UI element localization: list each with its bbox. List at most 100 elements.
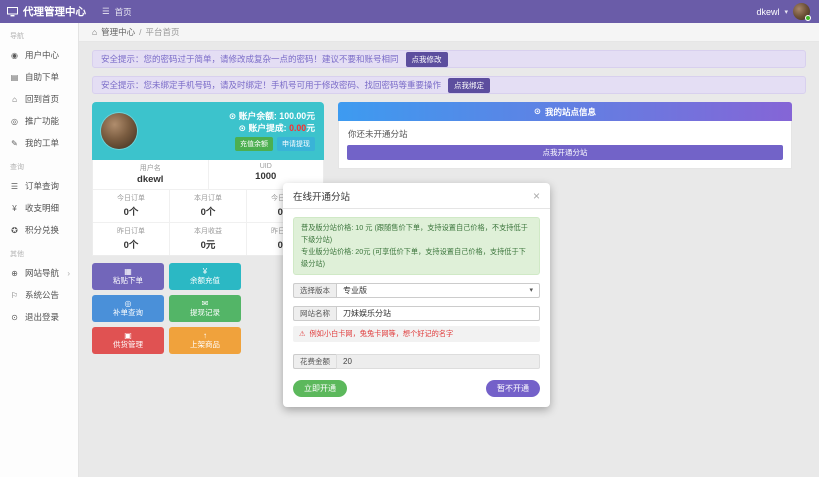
- site-name-hint: ⚠ 例如小白卡网，兔兔卡网等，想个好记的名字: [293, 325, 540, 342]
- sidebar-section-other: 其他: [10, 251, 24, 258]
- box-icon: ▣: [124, 331, 132, 341]
- alert-text: 安全提示：您未绑定手机号码，请及时绑定！手机号可用于修改密码、找回密码等重要操作: [101, 80, 442, 90]
- commission-line: ⊙ 账户提成: 0.00元: [229, 123, 315, 135]
- alert-text: 安全提示：您的密码过于简单，请修改成复杂一点的密码！建议不要和账号相同: [101, 54, 399, 64]
- cart-icon: ▤: [10, 72, 19, 82]
- sidebar-item-promotion[interactable]: ◎ 推广功能: [0, 110, 78, 132]
- tile-withdraw-record[interactable]: ✉ 提现记录: [169, 295, 241, 322]
- top-header: 代理管理中心 ☰ 首页 dkewl ▾: [0, 0, 819, 23]
- stats-row-identity: 用户名 dkewl UID 1000: [93, 160, 323, 190]
- security-alert-password: 安全提示：您的密码过于简单，请修改成复杂一点的密码！建议不要和账号相同 点我修改: [92, 50, 806, 68]
- sidebar-item-label: 推广功能: [25, 116, 60, 126]
- stat-today-orders: 今日订单 0个: [93, 190, 170, 222]
- site-name-field: 网站名称 刀妹娱乐分站: [293, 305, 540, 321]
- site-info-panel: ⊙ 我的站点信息 你还未开通分站 点我开通分站: [338, 102, 792, 169]
- change-password-button[interactable]: 点我修改: [405, 51, 448, 67]
- sidebar-item-back-home[interactable]: ⌂ 回到首页: [0, 88, 78, 110]
- amount-label: 花费金额: [293, 353, 336, 369]
- balance-value: 100.00元: [279, 110, 315, 121]
- monitor-icon: [7, 6, 18, 16]
- close-icon[interactable]: ×: [532, 189, 540, 203]
- stat-value: 0个: [123, 240, 139, 251]
- sidebar-item-self-order[interactable]: ▤ 自助下单: [0, 66, 78, 88]
- price-notice-line2: 专业版分站价格: 20元 (可享低价下单，支持设置自己价格，支持低于下级分站): [301, 246, 526, 268]
- stat-label: UID: [259, 163, 272, 170]
- sidebar-item-announcements[interactable]: ⚐ 系统公告: [0, 284, 78, 306]
- sidebar-item-label: 订单查询: [25, 181, 60, 191]
- user-icon: ◉: [11, 50, 18, 60]
- target-icon: ◎: [11, 116, 18, 126]
- tile-recharge[interactable]: ¥ 余额充值: [169, 263, 241, 290]
- sidebar-item-logout[interactable]: ⊙ 退出登录: [0, 306, 78, 328]
- stat-value: 0个: [200, 207, 216, 218]
- sidebar-section-query: 查询: [10, 164, 24, 171]
- amount-value: 20: [343, 356, 352, 366]
- stat-value: 0元: [200, 240, 216, 251]
- modal-title: 在线开通分站: [293, 192, 351, 203]
- tile-order-check[interactable]: ◎ 补单查询: [92, 295, 164, 322]
- page-content: 安全提示：您的密码过于简单，请修改成复杂一点的密码！建议不要和账号相同 点我修改…: [79, 42, 819, 477]
- tile-supply-manage[interactable]: ▣ 供货管理: [92, 327, 164, 354]
- stat-yesterday-orders: 昨日订单 0个: [93, 223, 170, 255]
- amount-field: 花费金额 20: [293, 353, 540, 369]
- amount-value-field: 20: [336, 353, 540, 369]
- commission-label: 账户提成:: [248, 122, 287, 133]
- envelope-icon: ✉: [201, 299, 209, 309]
- commission-unit: 元: [306, 122, 315, 133]
- sidebar-item-site-nav[interactable]: ⊕ 网站导航 ›: [0, 262, 78, 284]
- sidebar-item-finance-detail[interactable]: ¥ 收支明细: [0, 197, 78, 219]
- open-branch-button[interactable]: 点我开通分站: [347, 145, 783, 160]
- sidebar-item-label: 退出登录: [25, 312, 60, 322]
- sidebar-item-label: 自助下单: [25, 72, 60, 82]
- bind-phone-button[interactable]: 点我绑定: [448, 77, 491, 93]
- sidebar: 导航 ◉ 用户中心 ▤ 自助下单 ⌂ 回到首页 ◎ 推广功能 ✎ 我的工单 查询…: [0, 23, 79, 477]
- app-logo: 代理管理中心: [0, 4, 86, 19]
- price-notice: 普及版分站价格: 10 元 (跟随售价下单，支持设置自己价格，不支持低于下级分站…: [293, 217, 540, 275]
- sidebar-item-tickets[interactable]: ✎ 我的工单: [0, 132, 78, 154]
- globe-icon: ⊙: [533, 106, 542, 116]
- sidebar-item-points[interactable]: ✪ 积分兑换: [0, 219, 78, 241]
- user-menu[interactable]: dkewl ▾: [756, 3, 819, 21]
- tile-list-product[interactable]: ↑ 上架商品: [169, 327, 241, 354]
- sidebar-item-user-center[interactable]: ◉ 用户中心: [0, 44, 78, 66]
- stat-label: 本月收益: [194, 228, 222, 235]
- sidebar-toggle[interactable]: ☰ 首页: [102, 6, 132, 18]
- site-name-label: 网站名称: [293, 305, 336, 321]
- pencil-icon: ✎: [11, 138, 18, 148]
- tile-paste-order[interactable]: ▦ 粘贴下单: [92, 263, 164, 290]
- chevron-down-icon: ▾: [784, 8, 788, 16]
- version-label: 选择版本: [293, 282, 336, 298]
- version-select[interactable]: 专业版 ▾: [336, 282, 540, 298]
- stat-label: 用户名: [139, 165, 161, 172]
- stat-uid: UID 1000: [209, 160, 324, 189]
- balance-line: ⊙ 账户余额: 100.00元: [229, 111, 315, 123]
- power-icon: ⊙: [11, 312, 18, 322]
- avatar: [793, 3, 811, 21]
- home-nav-label: 首页: [114, 6, 132, 17]
- price-notice-line1: 普及版分站价格: 10 元 (跟随售价下单，支持设置自己价格，不支持低于下级分站…: [301, 223, 528, 244]
- online-status-dot: [805, 15, 811, 21]
- cancel-open-button[interactable]: 暂不开通: [486, 379, 540, 397]
- sidebar-item-label: 收支明细: [25, 203, 60, 213]
- withdraw-button[interactable]: 申请提现: [277, 137, 315, 152]
- sidebar-item-label: 用户中心: [25, 50, 60, 60]
- version-selected-value: 专业版: [343, 285, 367, 295]
- stat-value: dkewl: [137, 174, 164, 185]
- sidebar-item-label: 系统公告: [25, 290, 60, 300]
- search-icon: ◎: [124, 299, 132, 309]
- yen-icon: ¥: [202, 267, 208, 277]
- cart-icon: ▦: [124, 267, 132, 277]
- chevron-down-icon: ▾: [529, 287, 533, 294]
- security-alert-phone: 安全提示：您未绑定手机号码，请及时绑定！手机号可用于修改密码、找回密码等重要操作…: [92, 76, 806, 94]
- confirm-open-button[interactable]: 立即开通: [293, 379, 347, 397]
- commission-value: 0.00: [289, 122, 307, 133]
- app-title: 代理管理中心: [23, 6, 86, 18]
- site-name-input[interactable]: 刀妹娱乐分站: [336, 305, 540, 321]
- stat-username: 用户名 dkewl: [93, 160, 209, 189]
- sidebar-item-order-query[interactable]: ☰ 订单查询: [0, 175, 78, 197]
- breadcrumb-root[interactable]: 管理中心: [101, 27, 136, 37]
- sidebar-item-label: 我的工单: [25, 138, 60, 148]
- home-icon: ⌂: [92, 27, 98, 37]
- recharge-button[interactable]: 充值余额: [235, 137, 273, 152]
